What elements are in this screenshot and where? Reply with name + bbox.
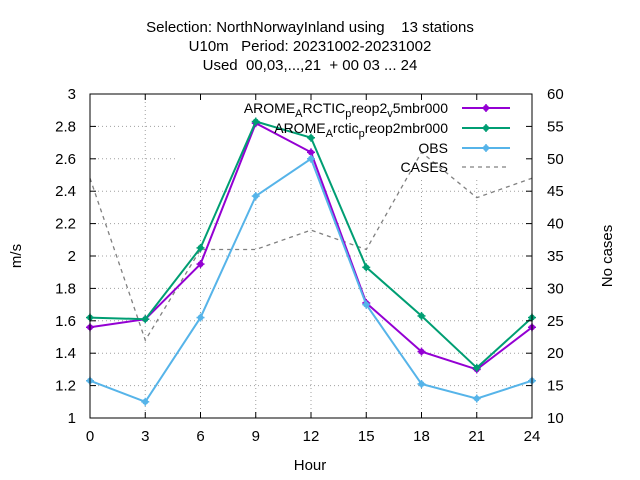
y2-tick-label: 30	[547, 280, 564, 297]
x-tick-label: 0	[86, 428, 94, 445]
y-tick-label: 1.6	[55, 313, 76, 330]
title-line-2: U10m Period: 20231002-20231002	[189, 38, 432, 55]
y-tick-label: 2.4	[55, 183, 76, 200]
legend-label: AROMEARCTICpreop2v5mbr000	[244, 100, 448, 120]
ticks: 0 3 6 9 12 15 18 21 24 1 1.2 1.4 1.6 1.8 2 2.2 2.4 2.6 2.8…	[55, 86, 564, 445]
y-tick-label: 1.2	[55, 378, 76, 395]
x-tick-label: 21	[468, 428, 485, 445]
x-tick-label: 3	[141, 428, 149, 445]
x-tick-label: 9	[252, 428, 260, 445]
legend-label: OBS	[418, 140, 448, 156]
y2-tick-label: 10	[547, 410, 564, 427]
y2-tick-label: 15	[547, 378, 564, 395]
series-layer	[86, 117, 536, 406]
y-tick-label: 3	[68, 86, 76, 103]
legend-label: AROMEArcticpreop2mbr000	[274, 120, 448, 140]
y-tick-label: 2.2	[55, 216, 76, 233]
y2-tick-label: 40	[547, 216, 564, 233]
series-line	[89, 151, 533, 342]
y2-tick-label: 35	[547, 248, 564, 265]
grid	[90, 94, 532, 418]
y2-axis-label: No cases	[599, 225, 616, 288]
x-tick-label: 6	[196, 428, 204, 445]
title-line-3: Used 00,03,...,21 + 00 03 ... 24	[203, 57, 418, 74]
chart-title: Selection: NorthNorwayInland using 13 st…	[146, 19, 474, 74]
y-tick-label: 2.6	[55, 151, 76, 168]
y2-tick-label: 50	[547, 151, 564, 168]
y2-tick-label: 55	[547, 118, 564, 135]
y-tick-label: 1.4	[55, 345, 76, 362]
legend-label: CASES	[401, 159, 448, 175]
y-tick-label: 1	[68, 410, 76, 427]
y2-tick-label: 45	[547, 183, 564, 200]
y-tick-label: 2	[68, 248, 76, 265]
x-axis-label: Hour	[294, 457, 327, 474]
x-tick-label: 12	[303, 428, 320, 445]
y2-tick-label: 25	[547, 313, 564, 330]
title-line-1: Selection: NorthNorwayInland using 13 st…	[146, 19, 474, 36]
series-cases	[89, 151, 533, 342]
y-axis-label: m/s	[8, 244, 25, 268]
y-tick-label: 1.8	[55, 280, 76, 297]
y2-tick-label: 20	[547, 345, 564, 362]
x-tick-label: 24	[524, 428, 541, 445]
x-tick-label: 18	[413, 428, 430, 445]
y-tick-label: 2.8	[55, 118, 76, 135]
y2-tick-label: 60	[547, 86, 564, 103]
x-tick-label: 15	[358, 428, 375, 445]
series-obs	[86, 154, 536, 406]
legend: AROMEARCTICpreop2v5mbr000AROMEArcticpreo…	[244, 100, 510, 175]
